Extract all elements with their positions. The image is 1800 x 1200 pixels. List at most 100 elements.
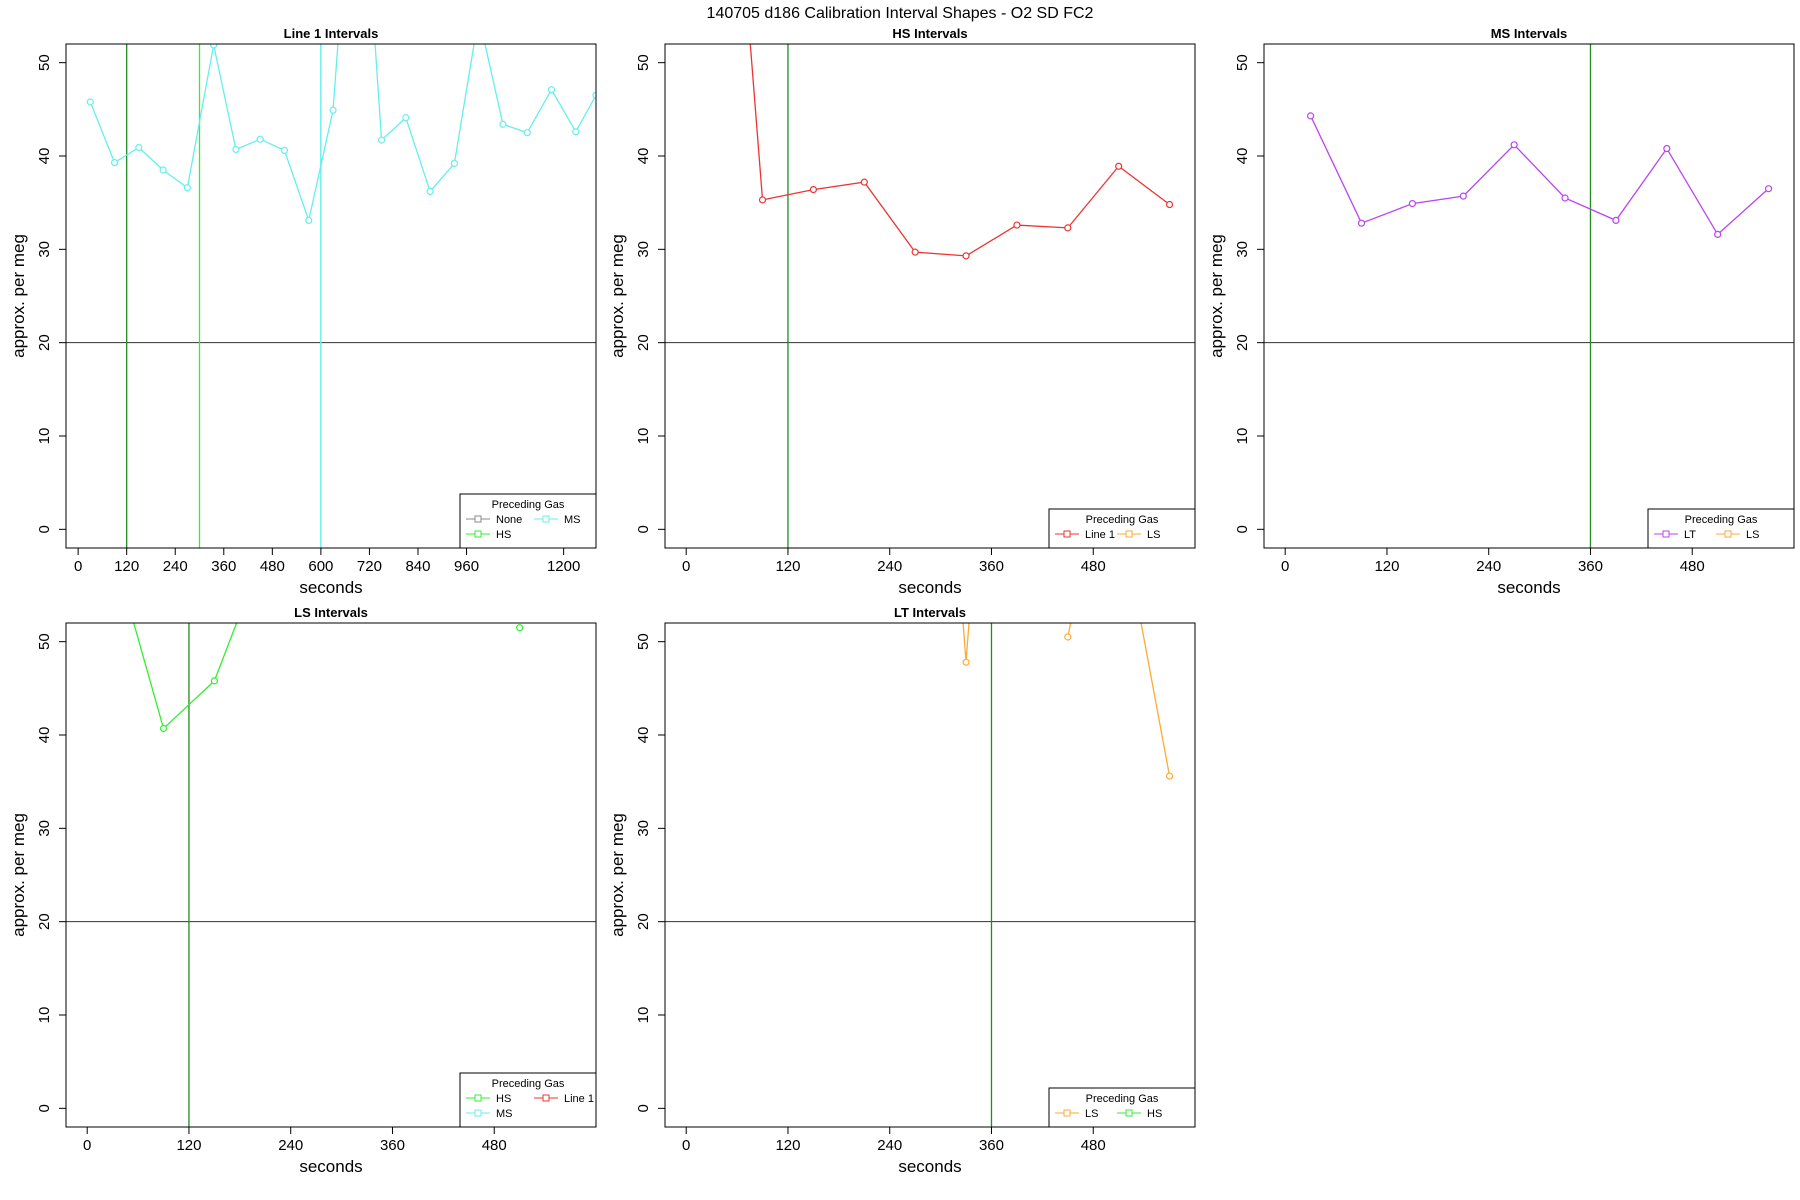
data-point (1510, 141, 1518, 149)
series-1 (1307, 112, 1773, 238)
y-tick-label: 40 (36, 148, 53, 165)
legend-item: MS (466, 1108, 513, 1120)
y-tick-label: 30 (635, 820, 652, 837)
legend-label: Line 1 (564, 1093, 594, 1105)
legend: Preceding Gas Line 1 LS (1048, 508, 1196, 549)
series-1 (962, 623, 970, 666)
y-axis-label: approx. per meg (9, 813, 28, 937)
legend-title: Preceding Gas (1086, 1093, 1159, 1105)
legend: Preceding Gas LT LS (1647, 508, 1795, 549)
y-tick-label: 50 (635, 633, 652, 650)
x-tick-label: 360 (979, 558, 1004, 575)
data-point (516, 624, 524, 632)
data-point (329, 106, 337, 114)
x-axis-label: seconds (1497, 578, 1560, 597)
data-point (592, 91, 596, 99)
series-line (1067, 623, 1171, 777)
data-point (210, 44, 218, 49)
chart-panel-5: LT Intervals 0 120 240 360 480 seconds 0 10 20 30 4… (608, 605, 1196, 1176)
y-axis-label: approx. per meg (9, 234, 28, 358)
y-tick-label: 10 (635, 428, 652, 445)
legend-label: LT (1684, 529, 1696, 541)
data-point (305, 216, 313, 224)
data-point (450, 159, 458, 168)
y-tick-label: 20 (1234, 334, 1251, 351)
y-tick-label: 0 (635, 1104, 652, 1112)
x-tick-label: 840 (405, 558, 430, 575)
data-point (523, 129, 531, 137)
legend-marker (1125, 1109, 1133, 1117)
legend-marker (542, 1094, 550, 1102)
x-tick-label: 960 (454, 558, 479, 575)
y-tick-label: 50 (36, 54, 53, 71)
x-tick-label: 480 (1680, 558, 1705, 575)
data-point (1714, 230, 1722, 238)
x-tick-label: 720 (357, 558, 382, 575)
x-axis-label: seconds (299, 1157, 362, 1176)
legend-item: HS (466, 529, 511, 541)
legend-item: MS (534, 514, 581, 526)
plot-area (1264, 44, 1794, 548)
series-1 (133, 623, 238, 733)
x-tick-label: 1200 (547, 558, 580, 575)
data-point (860, 178, 868, 186)
x-tick-label: 240 (163, 558, 188, 575)
data-point (1115, 162, 1123, 170)
figure-title: 140705 d186 Calibration Interval Shapes … (707, 5, 1094, 22)
y-tick-label: 50 (635, 54, 652, 71)
legend-title: Preceding Gas (1086, 514, 1159, 526)
legend-title: Preceding Gas (492, 499, 565, 511)
y-axis: 0 10 20 30 40 50 approx. per meg (608, 54, 666, 534)
y-tick-label: 50 (36, 633, 53, 650)
y-tick-label: 30 (36, 820, 53, 837)
legend-box (1048, 1087, 1196, 1128)
y-axis-label: approx. per meg (608, 234, 627, 358)
plot-area (665, 623, 1195, 1127)
data-point (1165, 200, 1174, 209)
legend-marker (474, 1094, 482, 1102)
data-point (280, 146, 289, 154)
x-tick-label: 360 (380, 1137, 405, 1154)
data-point (1357, 219, 1366, 227)
data-point (1663, 144, 1671, 153)
legend-item: LT (1654, 529, 1696, 541)
x-axis: 0 120 240 360 480 seconds (682, 547, 1106, 597)
data-point (110, 158, 119, 167)
legend-label: None (496, 514, 522, 526)
data-point (809, 186, 818, 194)
x-tick-label: 360 (979, 1137, 1004, 1154)
data-point (547, 86, 556, 94)
y-axis: 0 10 20 30 40 50 approx. per meg (608, 633, 666, 1113)
panels: Line 1 Intervals 0 120 240 360 480 600 720 840 96… (9, 26, 1795, 1176)
series-1 (749, 44, 1174, 260)
x-tick-label: 480 (1081, 1137, 1106, 1154)
series-line (749, 44, 1170, 257)
legend-marker (542, 515, 550, 523)
data-point (962, 658, 970, 666)
legend-box (459, 1072, 597, 1128)
series-line (133, 623, 238, 730)
legend-marker (474, 1109, 482, 1117)
x-axis-label: seconds (898, 1157, 961, 1176)
series-line (1310, 115, 1769, 236)
legend-label: LS (1746, 529, 1759, 541)
legend-label: LS (1085, 1108, 1098, 1120)
series-line (89, 44, 596, 223)
legend: Preceding Gas HS MS Line 1 (459, 1072, 597, 1128)
x-tick-label: 0 (1281, 558, 1289, 575)
legend-box (1647, 508, 1795, 549)
data-point (135, 144, 143, 152)
x-tick-label: 120 (176, 1137, 201, 1154)
data-point (1408, 200, 1417, 208)
x-tick-label: 240 (278, 1137, 303, 1154)
data-point (159, 166, 167, 174)
y-tick-label: 0 (635, 525, 652, 533)
legend-box (459, 493, 597, 549)
y-tick-label: 30 (635, 241, 652, 258)
data-point (1064, 633, 1072, 641)
legend-marker (1063, 530, 1071, 538)
legend: Preceding Gas LS HS (1048, 1087, 1196, 1128)
legend-label: MS (564, 514, 581, 526)
